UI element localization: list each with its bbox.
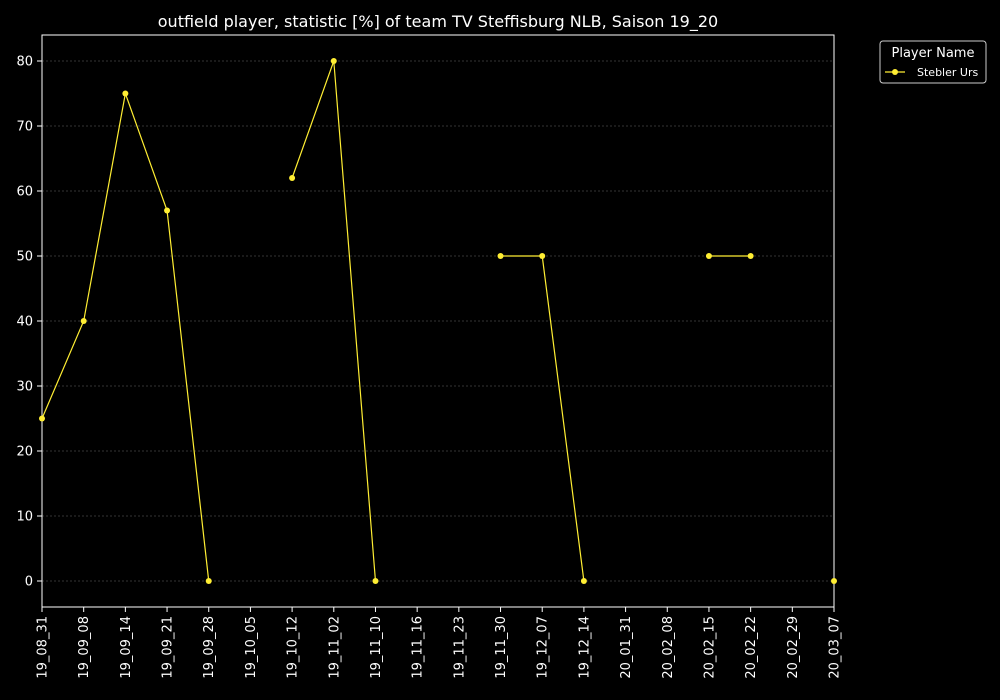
x-tick-label: 19_11_30 [494, 616, 509, 679]
series-line-segment [500, 255, 585, 582]
data-point [39, 415, 45, 422]
y-tick-label: 80 [16, 55, 33, 70]
data-point [164, 207, 171, 214]
x-tick-label: 20_02_29 [786, 616, 801, 679]
x-tick-label: 19_10_05 [244, 616, 259, 679]
grid-lines [42, 60, 834, 582]
data-point [80, 318, 87, 324]
y-tick-label: 50 [16, 250, 33, 265]
series-stebler-urs [39, 58, 837, 584]
data-point [205, 578, 212, 584]
x-tick-label: 19_12_14 [577, 616, 592, 679]
x-tick-label: 20_02_15 [702, 616, 717, 679]
x-tick-label: 19_11_23 [452, 616, 467, 679]
legend-point-marker [892, 69, 898, 75]
y-tick-label: 60 [16, 185, 33, 200]
legend-title: Player Name [892, 46, 975, 61]
x-tick-label: 19_11_02 [327, 616, 342, 679]
y-tick-label: 30 [16, 380, 33, 395]
data-point [497, 253, 504, 259]
x-tick-label: 20_01_31 [619, 616, 634, 679]
x-tick-label: 20_03_07 [828, 616, 843, 679]
legend[interactable]: Player Name Stebler Urs [879, 40, 987, 84]
data-point [831, 578, 837, 584]
data-point [289, 175, 296, 181]
data-point [747, 253, 754, 259]
data-point [580, 578, 587, 584]
x-tick-label: 19_08_31 [36, 616, 51, 679]
data-point [330, 58, 337, 64]
x-axis: 19_08_31 19_09_08 19_09_14 19_09_21 19_09_28… [36, 607, 843, 679]
y-axis: 0 10 20 30 40 50 60 70 80 [16, 55, 42, 590]
data-point [539, 253, 546, 259]
y-tick-label: 20 [16, 445, 33, 460]
data-point [372, 578, 379, 584]
y-tick-label: 10 [16, 510, 33, 525]
data-point [705, 253, 712, 259]
y-tick-label: 70 [16, 120, 33, 135]
x-tick-label: 19_10_12 [286, 616, 301, 679]
y-tick-label: 0 [25, 575, 33, 590]
x-tick-label: 19_09_28 [202, 616, 217, 679]
x-tick-label: 19_09_08 [77, 616, 92, 679]
series-line-segment [41, 91, 210, 582]
x-tick-label: 19_11_16 [411, 616, 426, 679]
x-tick-label: 20_02_22 [744, 616, 759, 679]
x-tick-label: 19_12_07 [536, 616, 551, 679]
legend-entry-label: Stebler Urs [917, 66, 978, 79]
legend-box [879, 40, 987, 84]
chart-title: outfield player, statistic [%] of team T… [158, 12, 718, 32]
x-tick-label: 19_11_10 [369, 616, 384, 679]
x-tick-label: 20_02_08 [661, 616, 676, 679]
data-point [122, 90, 129, 97]
x-tick-label: 19_09_14 [119, 616, 134, 679]
y-tick-label: 40 [16, 315, 33, 330]
x-tick-label: 19_09_21 [161, 616, 176, 679]
